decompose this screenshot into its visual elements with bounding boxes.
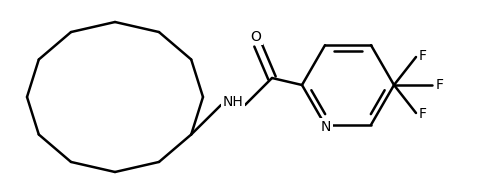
Text: F: F xyxy=(436,78,444,92)
Text: N: N xyxy=(321,120,331,134)
Text: F: F xyxy=(419,107,427,121)
Text: F: F xyxy=(419,49,427,63)
Text: O: O xyxy=(250,30,262,44)
Text: NH: NH xyxy=(222,95,244,109)
